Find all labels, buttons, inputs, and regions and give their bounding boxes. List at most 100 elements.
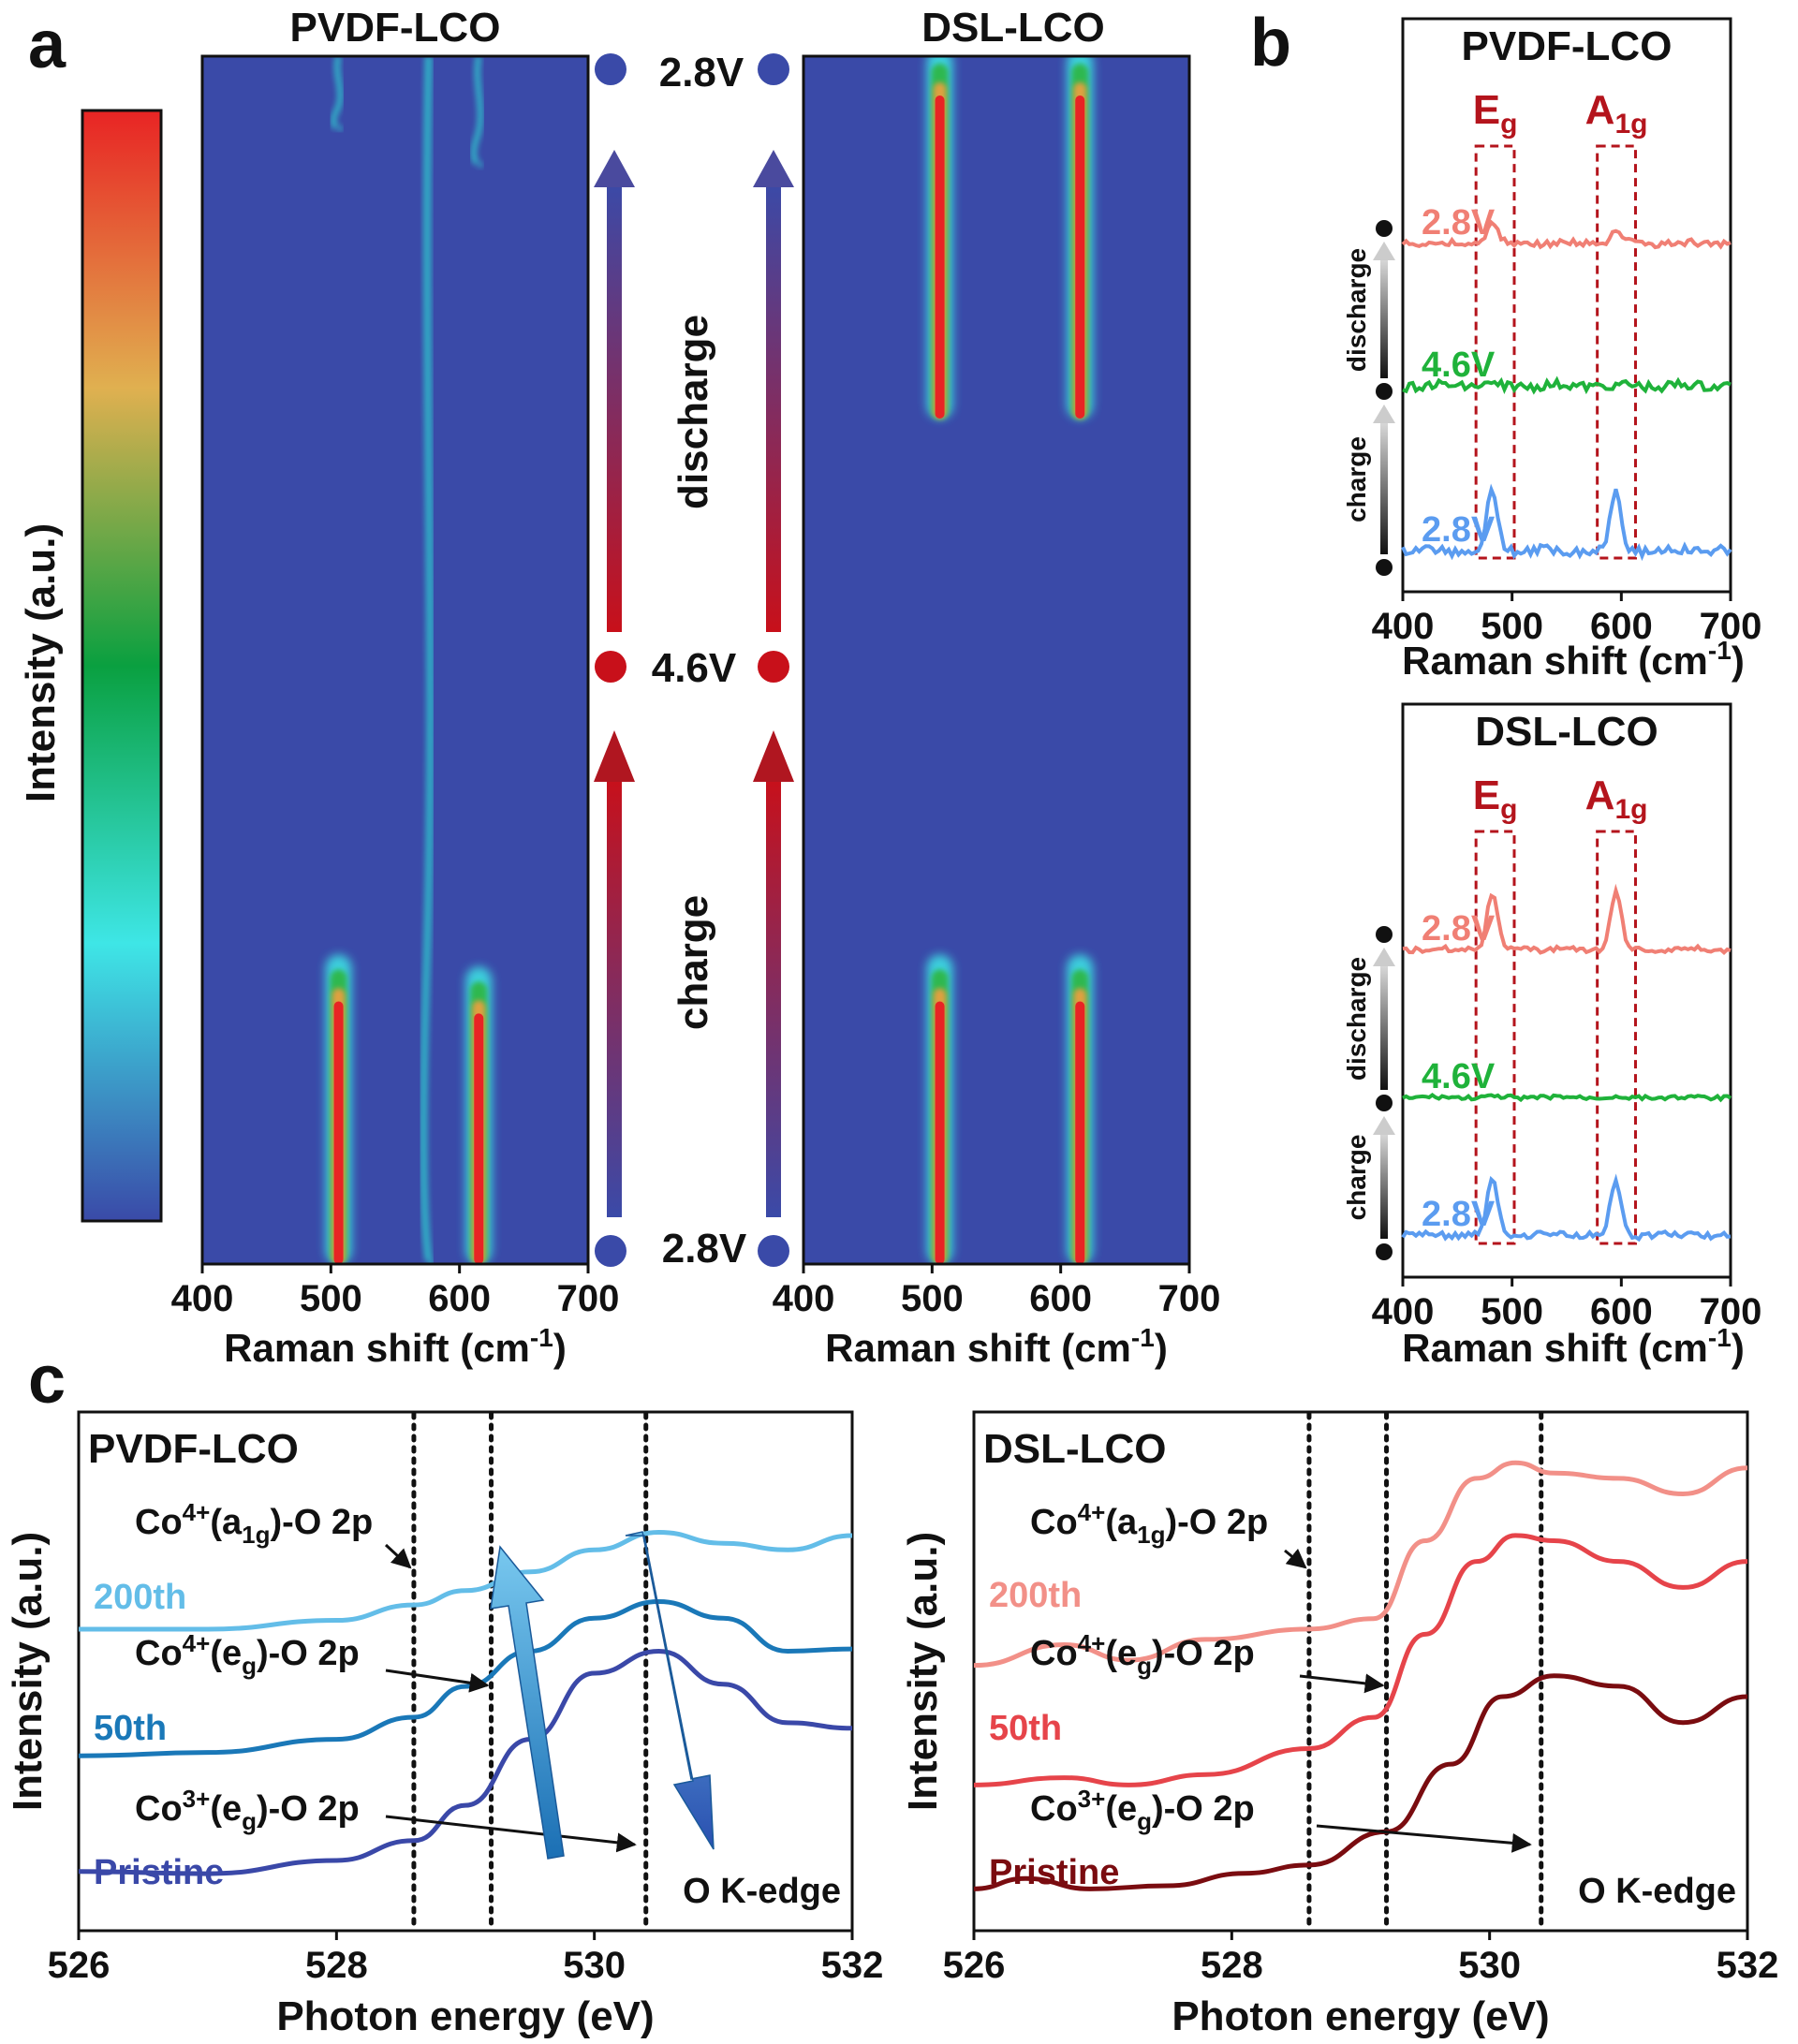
discharge-label: discharge	[671, 315, 716, 509]
b-dsl-arrow-dot-0	[1376, 926, 1393, 943]
arrowhead-charge-right	[753, 730, 794, 782]
pvdf-map-streak-0	[325, 954, 352, 1264]
c-dsl-annotation-1: Co4+(eg)-O 2p	[1030, 1629, 1255, 1680]
b-dsl-series-label-0: 2.8V	[1422, 909, 1496, 948]
b-pvdf-tick-label-0: 400	[1372, 606, 1435, 647]
dsl-map-tick-label-1: 500	[901, 1278, 964, 1319]
voltage-top: 2.8V	[659, 50, 744, 96]
pvdf-map-title: PVDF-LCO	[290, 5, 501, 51]
c-dsl-annotation-arrow-2	[1316, 1824, 1532, 1853]
b-dsl-discharge-label: discharge	[1342, 957, 1371, 1081]
arrow-charge-right	[766, 777, 781, 1217]
charge-label: charge	[671, 895, 716, 1030]
b-dsl-peak-label-1: A1g	[1585, 772, 1648, 825]
pvdf-map-tick-label-2: 600	[428, 1278, 491, 1319]
b-dsl-peak-box-0	[1474, 830, 1516, 1245]
b-dsl-arrow-dot-1	[1376, 1095, 1393, 1111]
b-pvdf-plot: PVDF-LCO Eg A1g 2.8V 4.6V 2.8V discharge cha…	[1342, 17, 1762, 683]
dsl-map-tick-label-0: 400	[773, 1278, 835, 1319]
b-dsl-arrow-dot-2	[1376, 1243, 1393, 1260]
dot-mid-right	[758, 651, 789, 683]
b-pvdf-series-label-0: 2.8V	[1422, 203, 1496, 243]
dsl-xlabel-main: Raman shift (cm	[825, 1326, 1131, 1370]
c-dsl-annotation-arrow-0	[1284, 1548, 1307, 1569]
dsl-map-streak-1	[1067, 954, 1094, 1264]
b-dsl-arrow-discharge	[1380, 963, 1388, 1090]
c-pvdf-annotation-1: Co4+(eg)-O 2p	[135, 1629, 360, 1680]
b-pvdf-peak-label-0: Eg	[1473, 87, 1518, 140]
b-pvdf-xlabel-main: Raman shift (cm	[1402, 639, 1708, 683]
c-dsl-ylabel: Intensity (a.u.)	[900, 1532, 946, 1811]
c-pvdf-trend-arrow-down	[625, 1531, 715, 1850]
c-dsl-tick-label-0: 526	[943, 1945, 1006, 1986]
pvdf-xlabel-main: Raman shift (cm	[224, 1326, 530, 1370]
c-pvdf-tick-label-1: 528	[305, 1945, 368, 1986]
dsl-map-tick-label-3: 700	[1158, 1278, 1221, 1319]
b-pvdf-discharge-label: discharge	[1342, 248, 1371, 372]
b-dsl-xlabel-end: )	[1732, 1326, 1745, 1370]
dsl-map-streak-3	[1067, 56, 1094, 419]
arrowhead-discharge-left	[594, 150, 635, 187]
pvdf-map-streak-1	[465, 966, 493, 1264]
pvdf-xlabel-sup: -1	[530, 1323, 553, 1352]
c-dsl-series-label-2: Pristine	[989, 1853, 1119, 1892]
c-pvdf-trend-arrow-up	[490, 1545, 565, 1860]
c-dsl-plot: DSL-LCO 200th 50th Pristine Co4+(a1g)-O 2p…	[900, 1410, 1778, 2039]
c-pvdf-annotation-arrow-1	[385, 1669, 490, 1693]
b-pvdf-arrow-discharge	[1380, 257, 1388, 378]
dsl-heatmap	[802, 54, 1191, 1266]
c-pvdf-tick-label-2: 530	[563, 1945, 626, 1986]
b-dsl-arrow-charge	[1380, 1131, 1388, 1239]
colorbar	[81, 109, 163, 1223]
b-pvdf-charge-label: charge	[1342, 436, 1371, 522]
b-dsl-xlabel-sup: -1	[1708, 1323, 1732, 1352]
b-dsl-tick-label-2: 600	[1590, 1291, 1653, 1332]
c-pvdf-annotation-2: Co3+(eg)-O 2p	[135, 1785, 360, 1835]
c-pvdf-edge-label: O K-edge	[683, 1872, 841, 1911]
b-dsl-series-0	[1402, 883, 1732, 956]
c-pvdf-series-1	[78, 1599, 853, 1758]
pvdf-map-tick-label-3: 700	[557, 1278, 620, 1319]
pvdf-xlabel-end: )	[553, 1326, 567, 1370]
voltage-indicator: 2.8V 4.6V 2.8V discharge charge	[594, 50, 794, 1272]
b-dsl-series-1	[1402, 1093, 1732, 1103]
pvdf-map-xlabel: Raman shift (cm-1)	[224, 1323, 567, 1370]
b-pvdf-series-label-1: 4.6V	[1422, 346, 1496, 385]
b-pvdf-peak-box-0	[1474, 144, 1516, 560]
c-pvdf-series-label-0: 200th	[94, 1578, 186, 1617]
c-dsl-tick-label-1: 528	[1201, 1945, 1263, 1986]
pvdf-heatmap	[200, 54, 590, 1266]
c-dsl-annotation-2: Co3+(eg)-O 2p	[1030, 1785, 1255, 1835]
c-dsl-annotation-0: Co4+(a1g)-O 2p	[1030, 1498, 1268, 1549]
c-dsl-tick-label-2: 530	[1458, 1945, 1521, 1986]
voltage-bottom: 2.8V	[662, 1226, 747, 1272]
dsl-xlabel-sup: -1	[1131, 1323, 1155, 1352]
b-pvdf-xlabel: Raman shift (cm-1)	[1402, 636, 1745, 683]
dot-mid-left	[595, 651, 626, 683]
c-pvdf-title: PVDF-LCO	[88, 1426, 299, 1472]
arrow-charge-left	[607, 777, 622, 1217]
b-pvdf-tick-label-1: 500	[1481, 606, 1543, 647]
b-pvdf-series-0	[1401, 219, 1732, 250]
b-pvdf-arrowhead-charge	[1373, 404, 1395, 423]
b-dsl-peak-box-1	[1596, 830, 1637, 1245]
dsl-map-bg	[803, 56, 1189, 1264]
b-dsl-series-2	[1401, 1173, 1732, 1243]
dsl-map-streak-0	[926, 954, 953, 1264]
c-dsl-annotation-arrow-1	[1299, 1673, 1385, 1694]
dot-bottom-right	[758, 1235, 789, 1267]
c-dsl-title: DSL-LCO	[983, 1426, 1167, 1472]
c-dsl-series-1	[973, 1533, 1748, 1787]
c-dsl-xlabel: Photon energy (eV)	[1172, 1993, 1549, 2039]
b-pvdf-arrowhead-discharge	[1373, 242, 1395, 260]
b-pvdf-tick-label-3: 700	[1700, 606, 1762, 647]
c-pvdf-xlabel: Photon energy (eV)	[276, 1993, 654, 2039]
b-dsl-series-label-1: 4.6V	[1422, 1057, 1496, 1096]
pvdf-map-tick-label-1: 500	[300, 1278, 362, 1319]
dot-top-right	[758, 53, 789, 85]
c-pvdf-annotation-0: Co4+(a1g)-O 2p	[135, 1498, 373, 1549]
b-pvdf-arrow-dot-2	[1376, 559, 1393, 576]
c-dsl-series-label-0: 200th	[989, 1576, 1082, 1615]
c-dsl-edge-label: O K-edge	[1578, 1872, 1736, 1911]
